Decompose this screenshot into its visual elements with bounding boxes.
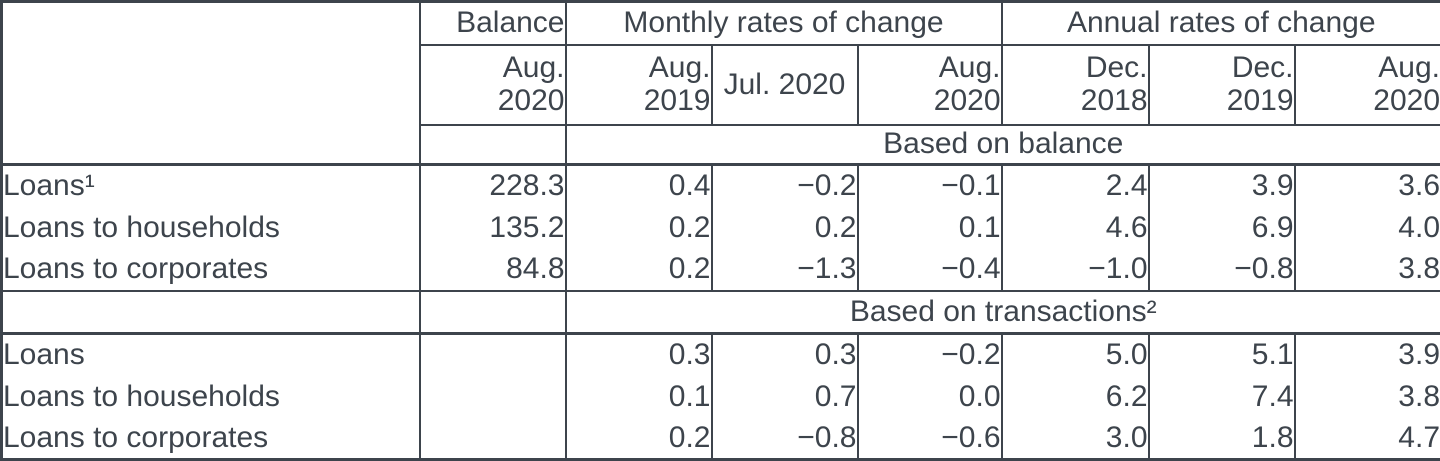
cell-value: 0.3 (712, 334, 858, 376)
based-on-transactions-band-row: Based on transactions² (2, 291, 1440, 334)
cell-value: −1.3 (712, 249, 858, 291)
balance-value-empty (420, 418, 566, 460)
balance-value: 135.2 (420, 207, 566, 249)
cell-value: 0.1 (566, 376, 712, 418)
table-row-loans-balance: Loans¹ 228.3 0.4 −0.2 −0.1 2.4 3.9 3.6 (2, 165, 1440, 207)
table-row-households-balance: Loans to households 135.2 0.2 0.2 0.1 4.… (2, 207, 1440, 249)
balance-group-header: Balance (420, 2, 566, 45)
cell-value: 0.0 (858, 376, 1002, 418)
cell-value: −0.1 (858, 165, 1002, 207)
cell-value: −0.2 (712, 165, 858, 207)
monthly-rates-group-header: Monthly rates of change (566, 2, 1002, 45)
cell-value: −0.4 (858, 249, 1002, 291)
cell-value: 0.7 (712, 376, 858, 418)
based-on-balance-band-label: Based on balance (566, 125, 1440, 165)
row-label: Loans to corporates (2, 249, 420, 291)
cell-value: 0.4 (566, 165, 712, 207)
cell-value: 0.3 (566, 334, 712, 376)
col-header-monthly-jul-2020: Jul. 2020 (712, 45, 858, 125)
col-header-annual-dec-2018: Dec. 2018 (1002, 45, 1149, 125)
cell-value: 0.2 (566, 418, 712, 460)
row-label: Loans to corporates (2, 418, 420, 460)
cell-value: −0.6 (858, 418, 1002, 460)
balance-value: 228.3 (420, 165, 566, 207)
cell-value: 3.8 (1295, 376, 1440, 418)
cell-value: 3.8 (1295, 249, 1440, 291)
cell-value: 6.2 (1002, 376, 1149, 418)
cell-value: −0.8 (1149, 249, 1295, 291)
cell-value: 6.9 (1149, 207, 1295, 249)
cell-value: 5.1 (1149, 334, 1295, 376)
cell-value: 0.1 (858, 207, 1002, 249)
label-band-empty-cell (2, 291, 420, 334)
col-header-balance-aug-2020: Aug. 2020 (420, 45, 566, 125)
cell-value: 4.7 (1295, 418, 1440, 460)
cell-value: 3.9 (1295, 334, 1440, 376)
annual-rates-group-header: Annual rates of change (1002, 2, 1440, 45)
row-label: Loans to households (2, 207, 420, 249)
balance-value: 84.8 (420, 249, 566, 291)
cell-value: −1.0 (1002, 249, 1149, 291)
cell-value: 5.0 (1002, 334, 1149, 376)
col-header-monthly-aug-2020: Aug. 2020 (858, 45, 1002, 125)
table-row-corporates-transactions: Loans to corporates 0.2 −0.8 −0.6 3.0 1.… (2, 418, 1440, 460)
row-label-column-header (2, 2, 420, 165)
col-header-annual-dec-2019: Dec. 2019 (1149, 45, 1295, 125)
row-label: Loans to households (2, 376, 420, 418)
cell-value: 3.9 (1149, 165, 1295, 207)
row-label: Loans (2, 334, 420, 376)
row-label: Loans¹ (2, 165, 420, 207)
table-row-corporates-balance: Loans to corporates 84.8 0.2 −1.3 −0.4 −… (2, 249, 1440, 291)
group-header-row: Balance Monthly rates of change Annual r… (2, 2, 1440, 45)
cell-value: −0.2 (858, 334, 1002, 376)
table-row-households-transactions: Loans to households 0.1 0.7 0.0 6.2 7.4 … (2, 376, 1440, 418)
cell-value: 0.2 (566, 207, 712, 249)
balance-value-empty (420, 334, 566, 376)
col-header-monthly-aug-2019: Aug. 2019 (566, 45, 712, 125)
cell-value: 0.2 (712, 207, 858, 249)
cell-value: −0.8 (712, 418, 858, 460)
cell-value: 3.0 (1002, 418, 1149, 460)
balance-value-empty (420, 376, 566, 418)
balance-band-empty-cell (420, 125, 566, 165)
table-row-loans-transactions: Loans 0.3 0.3 −0.2 5.0 5.1 3.9 (2, 334, 1440, 376)
cell-value: 2.4 (1002, 165, 1149, 207)
cell-value: 0.2 (566, 249, 712, 291)
based-on-transactions-band-label: Based on transactions² (566, 291, 1440, 334)
cell-value: 4.6 (1002, 207, 1149, 249)
col-header-annual-aug-2020: Aug. 2020 (1295, 45, 1440, 125)
balance-band-empty-cell (420, 291, 566, 334)
cell-value: 4.0 (1295, 207, 1440, 249)
cell-value: 3.6 (1295, 165, 1440, 207)
cell-value: 1.8 (1149, 418, 1295, 460)
cell-value: 7.4 (1149, 376, 1295, 418)
